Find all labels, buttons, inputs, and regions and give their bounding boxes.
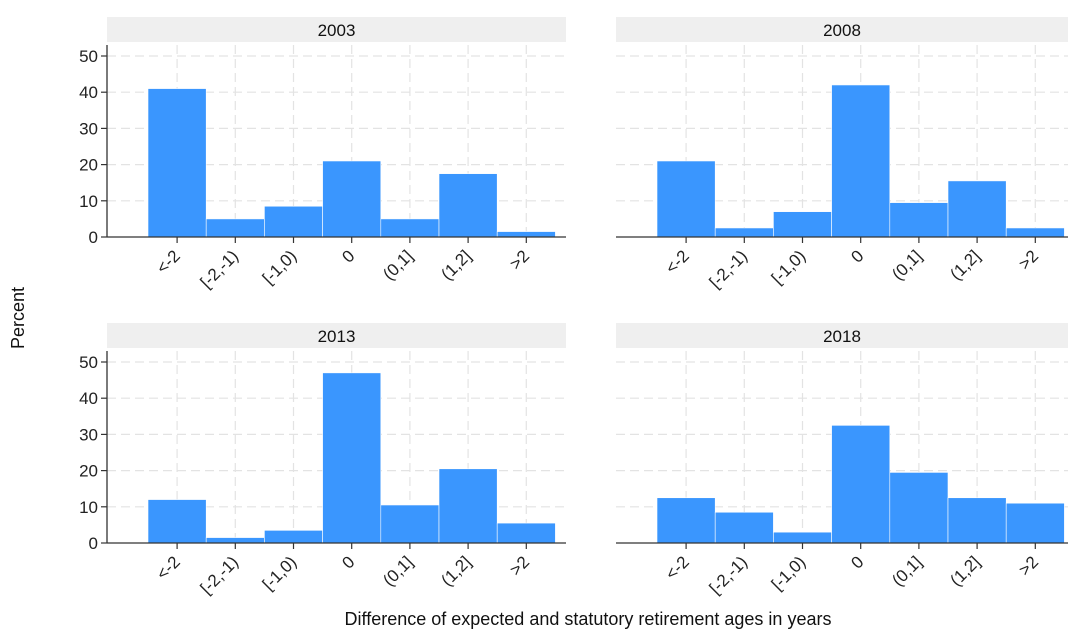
panel-strip	[616, 323, 1068, 348]
bar-[-1,0)	[773, 531, 832, 544]
y-tick-label: 50	[79, 353, 98, 372]
x-axis-title: Difference of expected and statutory ret…	[345, 609, 832, 629]
x-tick-label: [-2,-1)	[197, 552, 242, 597]
panel-title: 2008	[823, 21, 861, 40]
y-axis-title: Percent	[8, 287, 28, 349]
panel-2018: 2018 <-2 [-2,-1) [-1,0) 0 (0,1] (1,2] >2	[616, 323, 1068, 598]
bar-[-1,0)	[264, 205, 323, 238]
bar-[-2,-1)	[714, 227, 774, 238]
bar-(1,2]	[947, 180, 1007, 238]
x-tick-label: (1,2]	[946, 552, 983, 589]
bar-(0,1]	[380, 218, 440, 238]
bar-[-1,0)	[264, 530, 323, 544]
bar-(0,1]	[380, 504, 440, 544]
bar-0	[831, 425, 891, 544]
x-tick-label: 0	[338, 246, 358, 266]
panel-strip	[107, 323, 566, 348]
panel-strip	[616, 17, 1068, 42]
x-tick-label: >2	[506, 246, 533, 273]
y-tick-label: 40	[79, 83, 98, 102]
x-tick-label: <-2	[662, 246, 693, 277]
x-tick-label: (1,2]	[437, 552, 474, 589]
panel-2003: 2003 0 10 20 30 40 50 <-2 [-2,-1) [-1,0) 0 (0,1] (1,…	[79, 17, 566, 292]
bar-(1,2]	[438, 173, 498, 238]
y-tick-label: 10	[79, 192, 98, 211]
bar-(1,2]	[947, 497, 1007, 544]
x-tick-label: <-2	[153, 246, 184, 277]
bar-0	[322, 372, 382, 544]
x-tick-label: [-1,0)	[768, 246, 809, 287]
x-tick-label: >2	[506, 552, 533, 579]
x-tick-label: 0	[338, 552, 358, 572]
bar->2	[1005, 502, 1065, 544]
y-tick-label: 0	[89, 228, 98, 247]
x-tick-label: (1,2]	[946, 246, 983, 283]
bar-[-2,-1)	[205, 537, 265, 544]
y-tick-label: 10	[79, 498, 98, 517]
y-tick-label: 50	[79, 47, 98, 66]
bar->2	[496, 522, 556, 544]
bar-(1,2]	[438, 468, 498, 544]
x-tick-label: [-1,0)	[768, 552, 809, 593]
panel-title: 2018	[823, 327, 861, 346]
x-tick-label: [-1,0)	[259, 246, 300, 287]
x-tick-label: [-1,0)	[259, 552, 300, 593]
bar-0	[831, 84, 891, 238]
bar-<-2	[656, 497, 716, 544]
panel-strip	[107, 17, 566, 42]
y-tick-label: 30	[79, 119, 98, 138]
bar-<-2	[147, 88, 207, 238]
bar-0	[322, 160, 382, 238]
bar-[-1,0)	[773, 211, 832, 238]
bar-[-2,-1)	[205, 218, 265, 238]
panel-title: 2013	[318, 327, 356, 346]
y-tick-label: 20	[79, 462, 98, 481]
x-tick-label: (1,2]	[437, 246, 474, 283]
y-tick-label: 20	[79, 156, 98, 175]
bar-<-2	[656, 160, 716, 238]
x-tick-label: [-2,-1)	[706, 552, 751, 597]
x-tick-label: 0	[847, 246, 867, 266]
x-tick-label: (0,1]	[888, 246, 925, 283]
bar-<-2	[147, 499, 207, 544]
bar->2	[1005, 227, 1065, 238]
x-tick-label: (0,1]	[379, 246, 416, 283]
x-tick-label: (0,1]	[379, 552, 416, 589]
x-tick-label: [-2,-1)	[197, 246, 242, 291]
x-tick-label: (0,1]	[888, 552, 925, 589]
x-tick-label: 0	[847, 552, 867, 572]
y-tick-label: 40	[79, 389, 98, 408]
x-tick-label: >2	[1015, 552, 1042, 579]
y-tick-label: 30	[79, 425, 98, 444]
x-tick-label: <-2	[153, 552, 184, 583]
bar-(0,1]	[889, 202, 949, 238]
panel-2008: 2008 <-2 [-2,-1) [-1,0) 0 (0,1] (1,2] >2	[616, 17, 1068, 292]
x-tick-label: <-2	[662, 552, 693, 583]
x-tick-label: [-2,-1)	[706, 246, 751, 291]
bar-[-2,-1)	[714, 511, 774, 544]
x-tick-label: >2	[1015, 246, 1042, 273]
bar-(0,1]	[889, 472, 949, 544]
y-tick-label: 0	[89, 534, 98, 553]
panel-title: 2003	[318, 21, 356, 40]
panel-2013: 2013 0 10 20 30 40 50 <-2 [-2,-1) [-1,0) 0 (0,1] (1,…	[79, 323, 566, 598]
bar->2	[496, 231, 556, 238]
